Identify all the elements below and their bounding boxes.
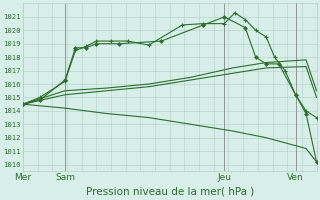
X-axis label: Pression niveau de la mer( hPa ): Pression niveau de la mer( hPa ) [86, 187, 254, 197]
